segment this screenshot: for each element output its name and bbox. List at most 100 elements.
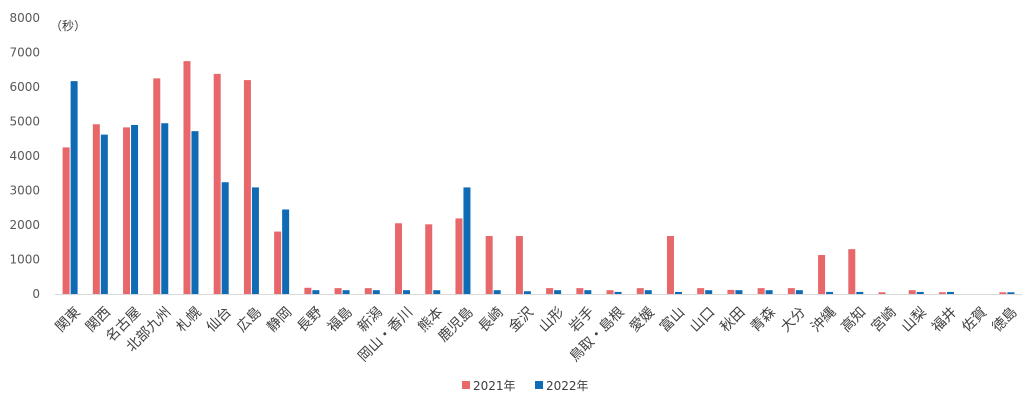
bar-series2 <box>1007 292 1015 294</box>
bar-series1 <box>576 288 584 294</box>
x-category-label: 静岡 <box>264 304 295 335</box>
bar-series2 <box>191 131 199 294</box>
y-tick-label: 2000 <box>9 218 40 232</box>
bar-series2 <box>493 290 501 294</box>
bar-series1 <box>697 288 705 294</box>
bar-series1 <box>999 292 1007 294</box>
x-category-label: 沖縄 <box>808 304 839 335</box>
bar-series1 <box>727 289 735 294</box>
bar-series2 <box>342 290 350 294</box>
x-category-label: 仙台 <box>204 304 235 335</box>
legend-label: 2022年 <box>546 379 589 393</box>
x-category-label: 福井 <box>929 304 960 335</box>
legend: 2021年 2022年 <box>462 379 589 393</box>
bar-series1 <box>455 218 463 294</box>
x-category-label: 福島 <box>325 304 356 335</box>
x-category-label: 山形 <box>536 304 567 335</box>
bar-series2 <box>765 290 773 294</box>
bar-series1 <box>636 288 644 294</box>
bar-series2 <box>161 123 169 294</box>
bar-series2 <box>826 291 834 294</box>
y-tick-label: 0 <box>32 287 40 301</box>
bar-series1 <box>123 127 131 295</box>
bar-series1 <box>787 288 795 294</box>
x-category-label: 金沢 <box>506 304 537 335</box>
bar-series2 <box>433 290 441 294</box>
x-category-label: 鹿児島 <box>435 304 477 346</box>
bar-series2 <box>282 209 290 294</box>
bars-group <box>62 61 1015 295</box>
bar-series2 <box>403 290 411 294</box>
x-category-label: 札幌 <box>173 304 204 335</box>
x-axis-category-labels: 関東 関西名古屋北部九州 札幌 仙台 広島 静岡 長野 福島 新潟岡山・香川 熊本鹿児島 長崎 金沢山… <box>53 304 1021 366</box>
y-tick-label: 1000 <box>9 253 40 267</box>
bar-series2 <box>221 182 229 294</box>
x-category-label: 長崎 <box>476 304 507 335</box>
x-category-label: 徳島 <box>989 304 1020 335</box>
bar-series2 <box>795 290 803 294</box>
y-tick-label: 7000 <box>9 46 40 60</box>
bar-series1 <box>153 78 161 295</box>
bar-series2 <box>674 291 682 294</box>
x-category-label: 関東 <box>53 304 84 335</box>
bar-series1 <box>274 231 282 294</box>
bar-series2 <box>856 291 864 294</box>
x-category-label: 山梨 <box>899 304 930 335</box>
x-category-label: 長野 <box>294 304 325 335</box>
bar-series2 <box>554 290 562 294</box>
x-category-label: 佐賀 <box>959 304 990 335</box>
bar-series1 <box>878 292 886 294</box>
x-category-label: 愛媛 <box>627 304 658 335</box>
y-tick-label: 5000 <box>9 115 40 129</box>
bar-series1 <box>908 290 916 294</box>
bar-series2 <box>372 290 380 294</box>
y-tick-label: 8000 <box>9 11 40 25</box>
bar-series2 <box>523 291 531 294</box>
y-axis-unit-label: （秒） <box>50 19 86 33</box>
y-axis-ticks: 0 1000 2000 3000 4000 5000 6000 7000 8000 <box>9 11 40 301</box>
legend-swatch <box>535 381 543 389</box>
x-category-label: 大分 <box>778 304 809 335</box>
bar-series1 <box>425 224 433 294</box>
x-category-label: 山口 <box>687 304 718 335</box>
bar-series1 <box>304 287 312 294</box>
x-category-label: 広島 <box>234 304 265 335</box>
x-category-label: 宮崎 <box>869 304 900 335</box>
y-tick-label: 3000 <box>9 184 40 198</box>
bar-series1 <box>213 73 221 294</box>
bar-series1 <box>243 80 251 294</box>
bar-series2 <box>614 291 622 294</box>
x-category-label: 青森 <box>748 304 779 335</box>
x-category-label: 富山 <box>656 304 688 336</box>
legend-label: 2021年 <box>473 379 516 393</box>
bar-series1 <box>92 124 100 294</box>
bar-series1 <box>183 61 191 295</box>
x-category-label: 秋田 <box>717 304 748 335</box>
bar-series2 <box>70 81 78 294</box>
bar-series1 <box>666 236 674 294</box>
y-tick-label: 4000 <box>9 149 40 163</box>
bar-series2 <box>946 291 954 294</box>
bar-series2 <box>584 290 592 294</box>
bar-series2 <box>131 124 139 294</box>
bar-series1 <box>938 292 946 294</box>
y-tick-label: 6000 <box>9 80 40 94</box>
bar-series1 <box>818 255 826 294</box>
bar-series2 <box>100 134 108 294</box>
bar-series1 <box>485 236 493 294</box>
bar-series1 <box>606 290 614 294</box>
bar-series2 <box>735 290 743 294</box>
bar-series1 <box>395 223 403 294</box>
bar-series2 <box>312 290 320 294</box>
bar-series1 <box>62 147 70 295</box>
bar-series1 <box>757 288 765 294</box>
bar-series2 <box>916 291 924 294</box>
bar-series2 <box>644 290 652 294</box>
bar-series1 <box>364 288 372 294</box>
bar-series2 <box>705 290 713 294</box>
bar-series1 <box>334 288 342 294</box>
bar-series2 <box>463 187 471 294</box>
x-category-label: 高知 <box>838 304 870 336</box>
bar-series1 <box>546 288 554 294</box>
